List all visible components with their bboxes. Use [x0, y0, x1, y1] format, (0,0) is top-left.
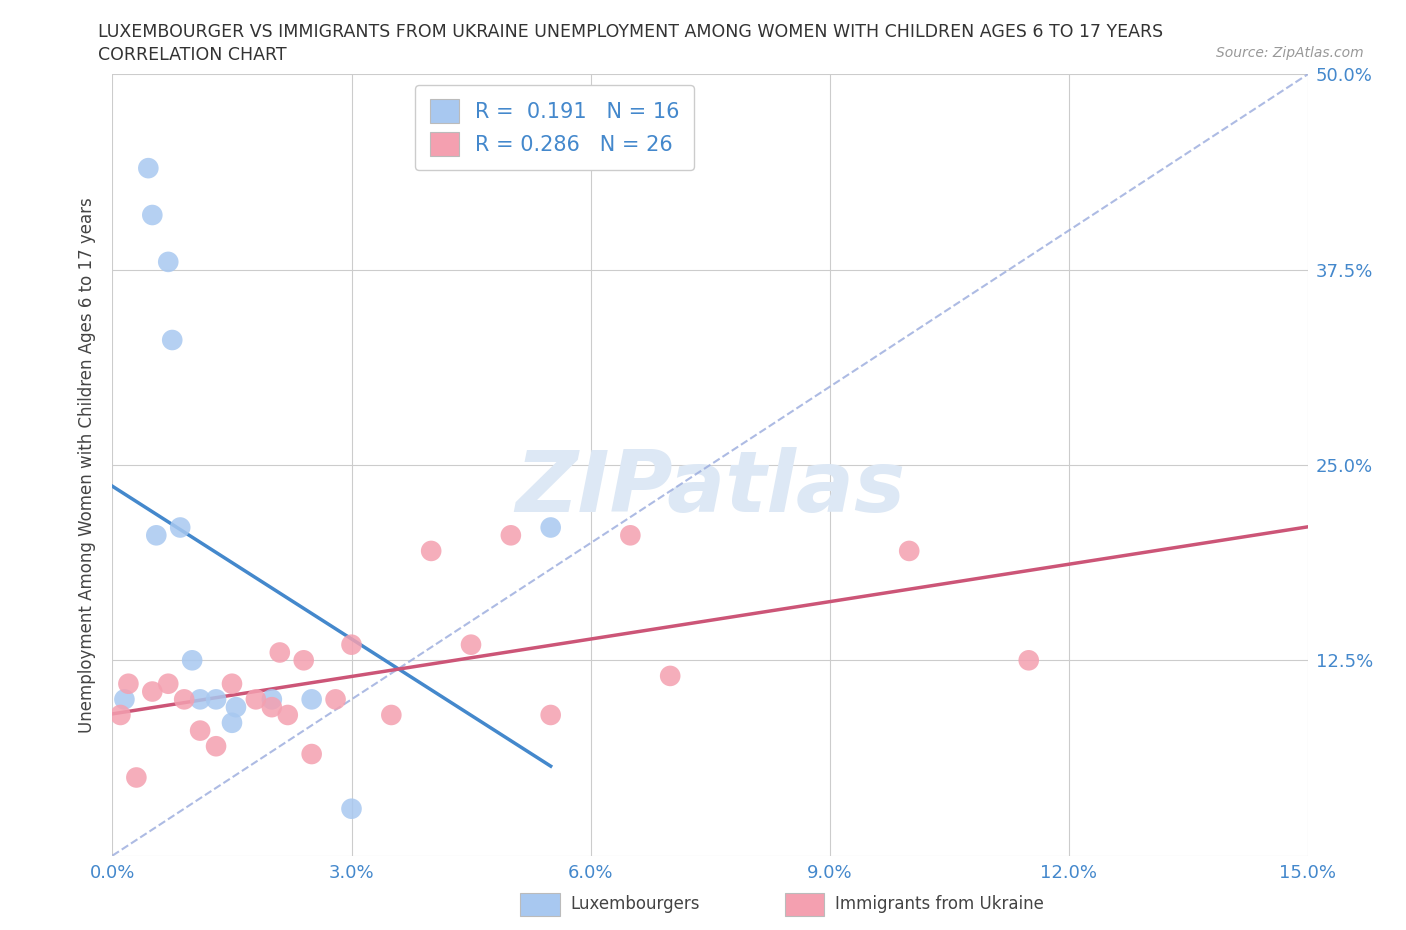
Text: ZIPatlas: ZIPatlas	[515, 447, 905, 530]
Point	[292, 653, 315, 668]
Point	[540, 520, 562, 535]
Text: Source: ZipAtlas.com: Source: ZipAtlas.com	[1216, 46, 1364, 60]
Point	[260, 692, 283, 707]
Point	[145, 528, 167, 543]
Text: Immigrants from Ukraine: Immigrants from Ukraine	[835, 896, 1045, 913]
Point	[205, 692, 228, 707]
Point	[301, 747, 323, 762]
Point	[659, 669, 682, 684]
Point	[221, 715, 243, 730]
Y-axis label: Unemployment Among Women with Children Ages 6 to 17 years: Unemployment Among Women with Children A…	[77, 197, 96, 733]
Point	[540, 708, 562, 723]
Point	[141, 684, 163, 699]
Point	[340, 637, 363, 652]
Point	[157, 255, 180, 270]
Point	[114, 692, 135, 707]
Legend: R =  0.191   N = 16, R = 0.286   N = 26: R = 0.191 N = 16, R = 0.286 N = 26	[415, 85, 695, 170]
Point	[188, 724, 211, 738]
Point	[1018, 653, 1040, 668]
Point	[141, 207, 163, 222]
Point	[277, 708, 299, 723]
Text: CORRELATION CHART: CORRELATION CHART	[98, 46, 287, 64]
Point	[245, 692, 267, 707]
Point	[221, 676, 243, 691]
Point	[125, 770, 148, 785]
Point	[260, 699, 283, 714]
Point	[460, 637, 482, 652]
Point	[340, 802, 363, 817]
Point	[499, 528, 522, 543]
Point	[380, 708, 402, 723]
Point	[619, 528, 641, 543]
Text: LUXEMBOURGER VS IMMIGRANTS FROM UKRAINE UNEMPLOYMENT AMONG WOMEN WITH CHILDREN A: LUXEMBOURGER VS IMMIGRANTS FROM UKRAINE …	[98, 23, 1164, 41]
Point	[181, 653, 204, 668]
Point	[269, 645, 291, 660]
Text: Luxembourgers: Luxembourgers	[571, 896, 700, 913]
Point	[205, 738, 228, 753]
Point	[301, 692, 323, 707]
Point	[173, 692, 195, 707]
Point	[110, 708, 132, 723]
Point	[188, 692, 211, 707]
Bar	[785, 893, 824, 916]
Point	[225, 699, 247, 714]
Point	[325, 692, 347, 707]
Point	[898, 543, 921, 558]
Bar	[520, 893, 560, 916]
Point	[169, 520, 191, 535]
Point	[138, 161, 160, 176]
Point	[162, 333, 183, 348]
Point	[117, 676, 139, 691]
Point	[157, 676, 180, 691]
Point	[420, 543, 443, 558]
